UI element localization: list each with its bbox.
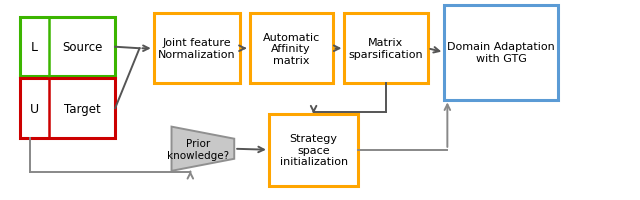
Polygon shape (172, 127, 234, 171)
FancyBboxPatch shape (444, 6, 558, 100)
Text: U: U (30, 102, 39, 115)
FancyBboxPatch shape (154, 14, 240, 84)
Text: Target: Target (63, 102, 100, 115)
FancyBboxPatch shape (20, 18, 115, 77)
FancyBboxPatch shape (250, 14, 333, 84)
Text: Source: Source (62, 41, 102, 54)
Text: Matrix
sparsification: Matrix sparsification (349, 38, 423, 60)
Text: Automatic
Affinity
matrix: Automatic Affinity matrix (262, 32, 320, 66)
FancyBboxPatch shape (20, 79, 115, 138)
FancyBboxPatch shape (269, 114, 358, 186)
FancyBboxPatch shape (344, 14, 428, 84)
Text: Joint feature
Normalization: Joint feature Normalization (158, 38, 236, 60)
Text: Strategy
space
initialization: Strategy space initialization (280, 133, 348, 167)
Text: Domain Adaptation
with GTG: Domain Adaptation with GTG (447, 42, 555, 64)
Text: Prior
knowledge?: Prior knowledge? (167, 138, 229, 160)
Text: L: L (31, 41, 38, 54)
